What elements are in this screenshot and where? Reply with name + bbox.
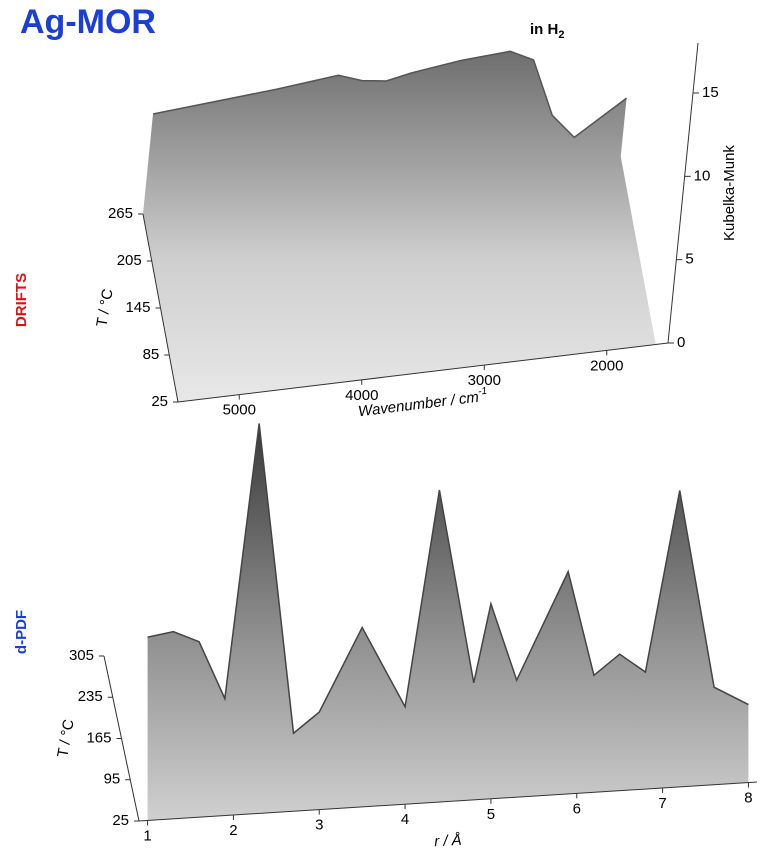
title: Ag-MOR [20,3,156,41]
x-tick-label: 7 [658,795,666,812]
x-axis [177,342,669,403]
y-tick-label: 95 [104,771,121,788]
y-tick-label: 265 [108,205,133,222]
x-tick-label: 3000 [468,372,501,389]
y-tick-label: 145 [125,299,150,316]
y-axis-label: T / °C [93,287,116,328]
z-tick-label: 5 [685,251,693,268]
condition-text: in H [530,21,558,38]
x-axis-label: r / Å [434,832,462,850]
surface [147,423,749,821]
x-tick-label: 5 [487,806,495,823]
x-tick-label: 6 [573,800,581,817]
x-axis [138,781,758,822]
condition: in H2 [530,21,564,41]
z-tick-label: 10 [694,167,711,184]
x-tick-label: 2 [229,822,237,839]
z-axis [667,42,699,344]
x-axis-label-superscript: -1 [477,385,487,397]
surface [143,51,656,402]
x-axis-label-text: r / Å [434,832,462,850]
profile-line [152,50,628,139]
z-axis-label: Kubelka-Munk [721,145,738,241]
y-tick-label: 235 [78,688,103,705]
x-tick-label: 5000 [223,402,256,419]
x-tick-label: 8 [744,790,752,807]
z-tick-label: 0 [677,334,685,351]
x-tick-label: 4000 [345,387,378,404]
y-tick-label: 305 [69,647,94,664]
x-tick-label: 1 [143,827,151,844]
y-axis-label: T / °C [54,718,77,759]
x-tick-label: 4 [401,811,409,828]
y-tick-label: 85 [143,346,160,363]
profile-line [147,423,749,735]
y-tick-label: 25 [112,812,129,829]
panel-label: DRIFTS [13,273,30,327]
x-tick-label: 3 [315,817,323,834]
panel-label: d-PDF [13,610,30,654]
y-tick-label: 165 [86,729,111,746]
y-tick-label: 25 [151,393,168,410]
y-tick-label: 205 [117,252,142,269]
z-tick-label: 15 [702,84,719,101]
condition-subscript: 2 [558,29,564,41]
x-tick-label: 2000 [590,357,623,374]
